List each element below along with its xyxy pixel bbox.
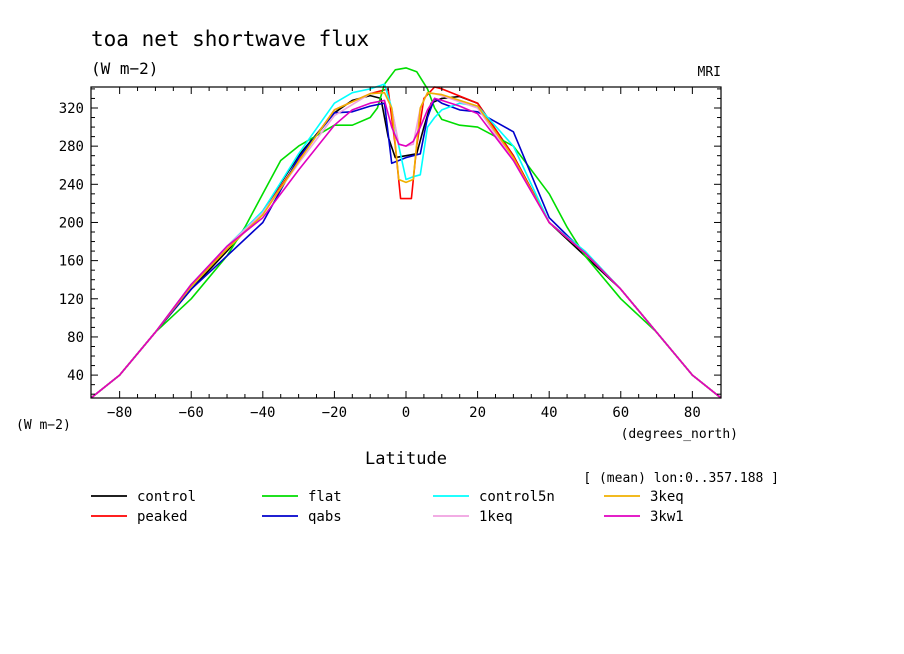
legend: control flat control5n 3keq peaked qabs 1keq 3k… [91,489,684,525]
series-line-1keq [90,91,722,399]
legend-item-control: control [91,489,196,505]
y-tick-label: 280 [59,139,84,155]
legend-label: control5n [479,489,555,505]
series-line-3keq [90,91,722,399]
legend-label: qabs [308,509,342,525]
series-line-qabs [90,97,722,399]
legend-label: flat [308,489,342,505]
legend-item-3keq: 3keq [604,489,684,505]
x-tick-label: 0 [402,405,410,421]
legend-label: control [137,489,196,505]
x-tick-label: −40 [250,405,275,421]
x-axis-label: Latitude [365,449,447,469]
x-tick-label: 40 [541,405,558,421]
mean-annotation: [ (mean) lon:0..357.188 ] [583,471,779,486]
x-tick-label: −60 [179,405,204,421]
series-layer [90,67,722,399]
legend-item-3kw1: 3kw1 [604,509,684,525]
plot-frame [90,86,722,399]
x-tick-label: −80 [107,405,132,421]
legend-item-1keq: 1keq [433,509,513,525]
y-tick-label: 240 [59,177,84,193]
y-tick-label: 320 [59,101,84,117]
legend-item-peaked: peaked [91,509,188,525]
series-line-control5n [90,83,722,399]
legend-item-control5n: control5n [433,489,555,505]
legend-item-flat: flat [262,489,342,505]
x-tick-label: 60 [612,405,629,421]
y-tick-label: 120 [59,292,84,308]
x-axis-units: (degrees_north) [621,427,738,442]
x-tick-label: 20 [469,405,486,421]
x-tick-label: −20 [322,405,347,421]
y-axis-units: (W m−2) [16,418,71,433]
y-tick-label: 40 [67,368,84,384]
legend-label: 3keq [650,489,684,505]
series-line-control [90,94,722,399]
legend-label: 1keq [479,509,513,525]
y-tick-label: 160 [59,254,84,270]
y-tick-label: 200 [59,215,84,231]
chart-subtitle: (W m−2) [91,59,158,78]
series-line-3kw1 [90,97,722,399]
x-tick-label: 80 [684,405,701,421]
y-tick-label: 80 [67,330,84,346]
series-line-flat [90,67,722,399]
series-line-peaked [90,86,722,399]
tick-layer: −80 −60 −40 −20 0 20 40 60 80 40 80 120 160 200 240 280… [59,87,721,421]
legend-label: peaked [137,509,188,525]
legend-item-qabs: qabs [262,509,342,525]
legend-label: 3kw1 [650,509,684,525]
chart-title: toa net shortwave flux [91,27,369,51]
source-label: MRI [698,65,721,80]
